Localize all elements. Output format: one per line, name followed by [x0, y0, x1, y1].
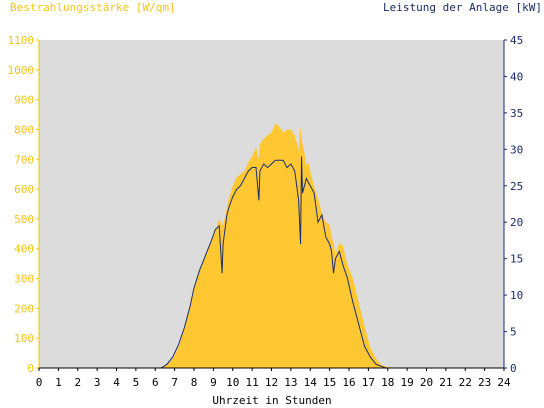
x-tick-label: 12: [265, 376, 278, 389]
x-tick-label: 1: [55, 376, 62, 389]
left-tick-label: 1000: [8, 64, 35, 77]
left-tick-label: 900: [14, 94, 34, 107]
power-series: [39, 156, 504, 369]
x-tick-label: 22: [459, 376, 472, 389]
x-tick-label: 4: [113, 376, 120, 389]
x-tick-label: 8: [191, 376, 198, 389]
x-tick-label: 5: [133, 376, 140, 389]
x-axis-title: Uhrzeit in Stunden: [212, 394, 332, 407]
x-tick-label: 11: [246, 376, 259, 389]
irradiance-series: [39, 123, 398, 369]
left-tick-label: 700: [14, 153, 34, 166]
x-tick-label: 6: [152, 376, 159, 389]
right-tick-label: 0: [510, 362, 517, 375]
left-tick-label: 0: [27, 362, 34, 375]
right-tick-label: 25: [510, 180, 523, 193]
right-tick-label: 5: [510, 326, 517, 339]
left-tick-label: 600: [14, 183, 34, 196]
x-tick-label: 17: [362, 376, 375, 389]
left-tick-label: 100: [14, 332, 34, 345]
x-tick-label: 18: [381, 376, 394, 389]
right-tick-label: 20: [510, 216, 523, 229]
axes: 0100200300400500600700800900100011000510…: [8, 34, 524, 389]
left-tick-label: 800: [14, 123, 34, 136]
x-tick-label: 19: [401, 376, 414, 389]
right-tick-label: 10: [510, 289, 523, 302]
right-tick-label: 30: [510, 143, 523, 156]
irradiance-area: [39, 123, 398, 369]
left-tick-label: 1100: [8, 34, 35, 47]
right-tick-label: 35: [510, 107, 523, 120]
x-tick-label: 23: [478, 376, 491, 389]
power-line: [39, 156, 504, 369]
left-tick-label: 500: [14, 213, 34, 226]
right-tick-label: 45: [510, 34, 523, 47]
left-tick-label: 400: [14, 243, 34, 256]
left-tick-label: 200: [14, 302, 34, 315]
x-tick-label: 3: [94, 376, 101, 389]
x-tick-label: 21: [439, 376, 452, 389]
x-tick-label: 24: [497, 376, 511, 389]
x-tick-label: 0: [36, 376, 43, 389]
x-tick-label: 10: [226, 376, 239, 389]
x-tick-label: 13: [284, 376, 297, 389]
x-tick-label: 7: [171, 376, 178, 389]
right-tick-label: 15: [510, 253, 523, 266]
x-tick-label: 20: [420, 376, 433, 389]
x-tick-label: 14: [304, 376, 318, 389]
left-axis-title: Bestrahlungsstärke [W/qm]: [10, 1, 176, 14]
x-tick-label: 9: [210, 376, 217, 389]
x-tick-label: 15: [323, 376, 336, 389]
right-axis-title: Leistung der Anlage [kW]: [383, 1, 542, 14]
x-tick-label: 16: [342, 376, 355, 389]
left-tick-label: 300: [14, 273, 34, 286]
right-tick-label: 40: [510, 70, 523, 83]
x-tick-label: 2: [74, 376, 81, 389]
